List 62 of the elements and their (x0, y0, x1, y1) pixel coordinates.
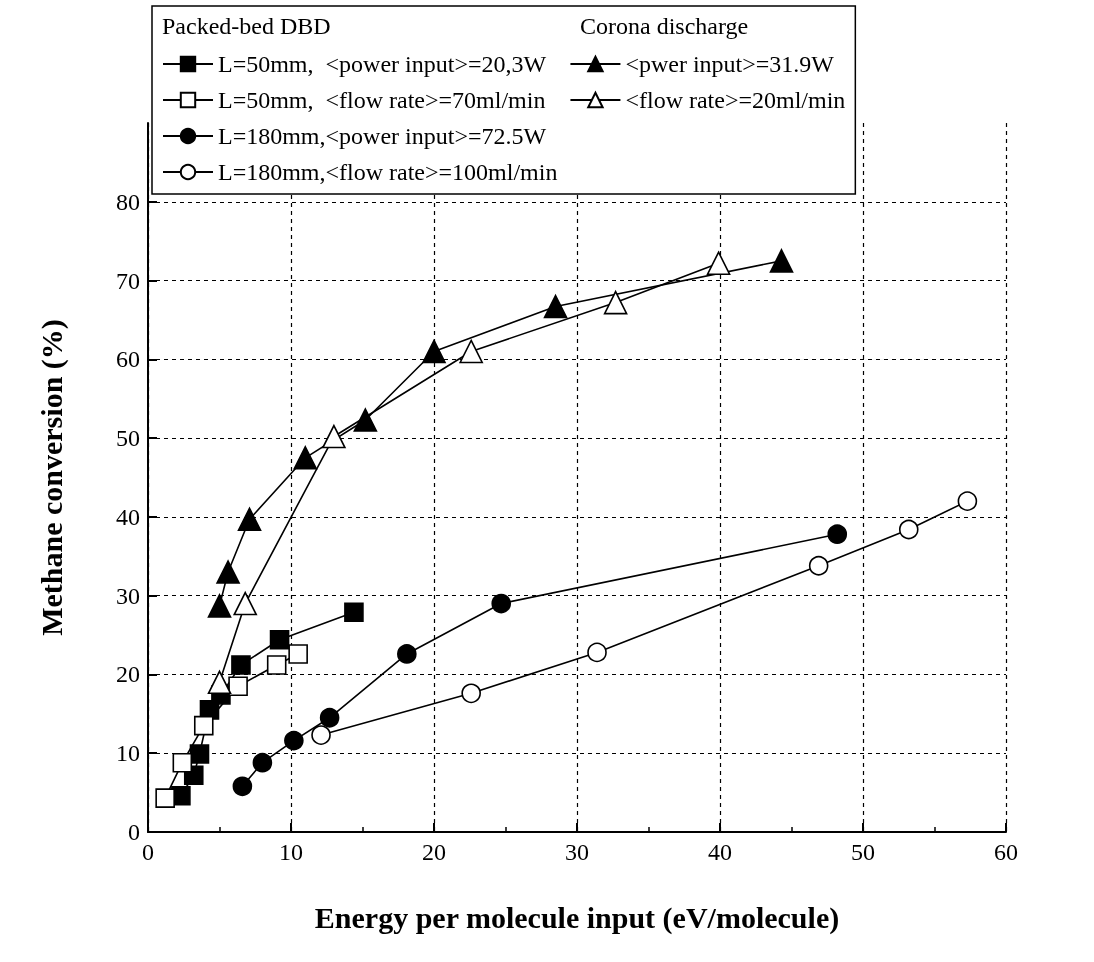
point (587, 642, 607, 663)
text: Corona discharge (580, 13, 749, 39)
y-tick-label: 10 (116, 740, 140, 767)
point (397, 644, 417, 664)
x-tick-label: 30 (565, 839, 589, 865)
point (422, 339, 446, 364)
point (344, 602, 364, 623)
point (172, 752, 193, 773)
point (233, 591, 258, 616)
x-tick-label: 10 (279, 839, 303, 865)
point (237, 507, 262, 532)
point (898, 519, 919, 540)
point (461, 683, 481, 704)
y-tick-label: 80 (116, 188, 140, 215)
x-tick-label: 40 (708, 839, 732, 865)
legend-label: L=180mm,<flow rate>=100ml/min (218, 159, 558, 185)
x-axis-title: Energy per molecule input (eV/molecule) (314, 900, 840, 935)
point (827, 524, 848, 545)
y-tick-label: 50 (116, 425, 140, 452)
point (232, 776, 253, 797)
legend-title: Packed-bed DBD (162, 13, 331, 39)
point (311, 725, 331, 745)
point (284, 730, 304, 751)
legend-label: <pwer input>=31.9W (625, 51, 835, 77)
legend-label: <flow rate>=20ml/min (625, 87, 846, 113)
x-tick-label: 60 (994, 839, 1018, 865)
point (957, 491, 978, 511)
y-tick-label: 0 (128, 819, 140, 845)
point (207, 670, 232, 695)
point (808, 555, 829, 576)
y-tick-label: 20 (116, 661, 140, 688)
point (155, 788, 175, 808)
point (266, 655, 287, 675)
y-axis-title: Methane conversion (%) (34, 319, 69, 636)
point (769, 249, 794, 273)
x-tick-label: 50 (851, 839, 875, 865)
point (459, 339, 483, 364)
point (491, 593, 512, 614)
point (193, 715, 214, 736)
y-tick-label: 70 (116, 267, 140, 294)
x-tick-label: 20 (422, 839, 446, 865)
point (288, 644, 308, 664)
legend-label: L=180mm,<power input>=72.5W (218, 123, 547, 149)
point (207, 594, 232, 618)
point (231, 655, 251, 675)
point (322, 424, 346, 449)
point (228, 676, 248, 697)
y-tick-label: 60 (116, 346, 140, 373)
point (603, 290, 628, 315)
legend-label: L=50mm, <flow rate>=70ml/min (218, 87, 546, 113)
point (353, 408, 378, 432)
point (269, 629, 290, 650)
point (189, 744, 210, 764)
y-tick-label: 30 (116, 582, 140, 609)
point (319, 707, 340, 728)
point (216, 560, 240, 584)
point (543, 294, 568, 319)
point (706, 251, 731, 276)
point (252, 752, 273, 773)
point (293, 446, 318, 470)
legend-label: L=50mm, <power input>=20,3W (218, 51, 547, 77)
y-tick-label: 40 (116, 503, 140, 530)
